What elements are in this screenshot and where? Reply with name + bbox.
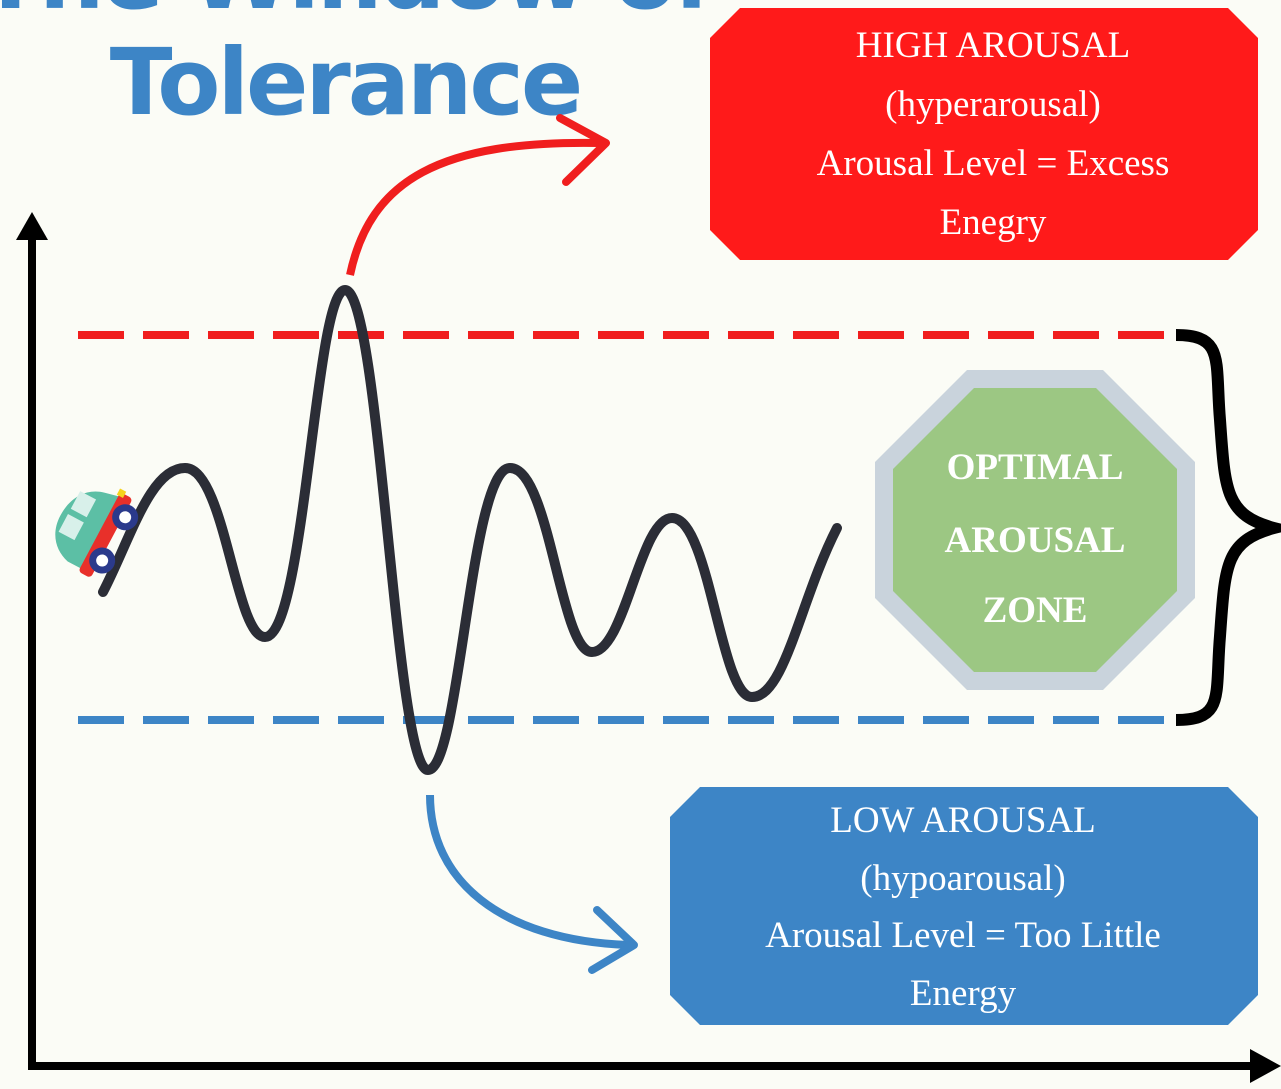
zone-text: ZONE bbox=[983, 590, 1088, 631]
box-text: (hypoarousal) bbox=[860, 858, 1066, 899]
title-line: Tolerance bbox=[110, 29, 581, 136]
box-text: Energy bbox=[910, 973, 1017, 1014]
box-text: (hyperarousal) bbox=[885, 84, 1101, 125]
box-text: HIGH AROUSAL bbox=[856, 25, 1130, 66]
zone-text: AROUSAL bbox=[945, 520, 1126, 561]
box-text: Arousal Level = Excess bbox=[817, 143, 1170, 184]
diagram: The Window of Tolerance HIGH AROUSAL (hy… bbox=[0, 0, 1281, 1089]
zone-text: OPTIMAL bbox=[947, 447, 1124, 488]
box-text: LOW AROUSAL bbox=[830, 800, 1096, 841]
title-line: The Window of bbox=[0, 0, 715, 30]
box-text: Enegry bbox=[940, 202, 1047, 243]
box-text: Arousal Level = Too Little bbox=[765, 915, 1161, 956]
